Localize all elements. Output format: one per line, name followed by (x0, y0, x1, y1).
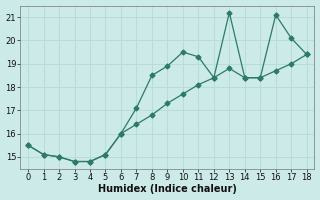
X-axis label: Humidex (Indice chaleur): Humidex (Indice chaleur) (98, 184, 237, 194)
